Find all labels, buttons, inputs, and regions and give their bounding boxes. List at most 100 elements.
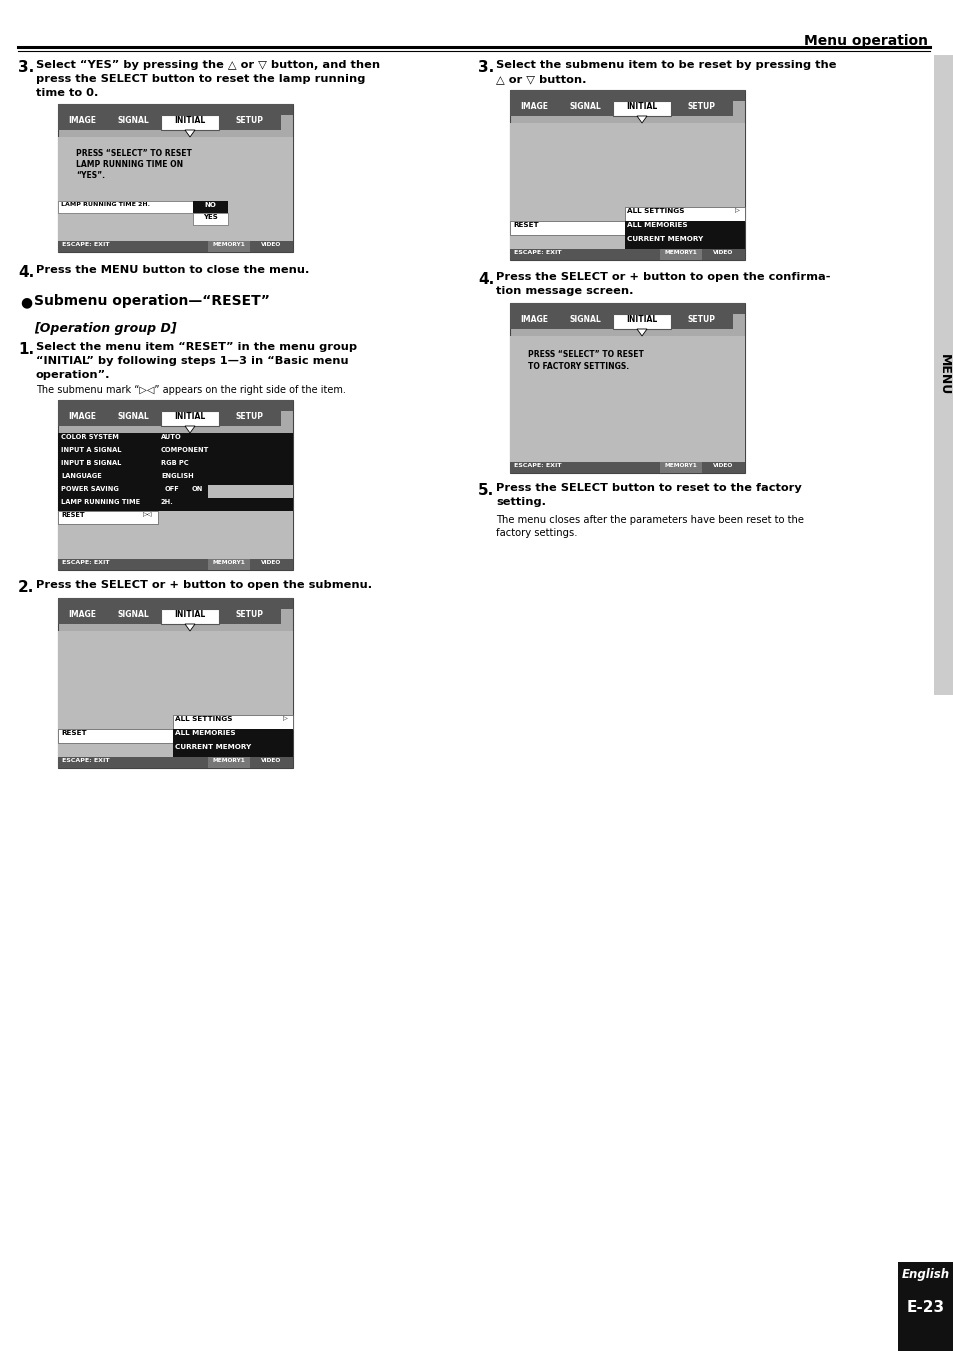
Text: ESCAPE: EXIT: ESCAPE: EXIT	[62, 758, 110, 763]
Text: SIGNAL: SIGNAL	[569, 101, 600, 111]
Bar	[510, 123, 744, 249]
Text: MENU: MENU	[937, 354, 949, 396]
Bar	[158, 446, 293, 459]
Text: VIDEO: VIDEO	[260, 242, 281, 247]
Text: 3.: 3.	[18, 59, 34, 76]
Text: VIDEO: VIDEO	[260, 561, 281, 565]
Bar	[106, 609, 161, 624]
Text: INPUT B SIGNAL: INPUT B SIGNAL	[61, 459, 121, 466]
Bar	[510, 249, 744, 259]
Text: ON: ON	[192, 486, 202, 492]
Bar	[510, 336, 744, 462]
Bar	[58, 400, 293, 411]
Text: OFF: OFF	[165, 486, 179, 492]
Text: MEMORY1: MEMORY1	[213, 758, 245, 763]
Text: ESCAPE: EXIT: ESCAPE: EXIT	[514, 250, 561, 255]
Bar	[510, 462, 744, 473]
Text: “INITIAL” by following steps 1—3 in “Basic menu: “INITIAL” by following steps 1—3 in “Bas…	[36, 357, 348, 366]
Text: RESET: RESET	[61, 512, 85, 517]
Text: ESCAPE: EXIT: ESCAPE: EXIT	[62, 561, 110, 565]
Bar	[58, 631, 293, 757]
Text: ▷: ▷	[283, 716, 288, 721]
Text: Submenu operation—“RESET”: Submenu operation—“RESET”	[34, 295, 270, 308]
Text: INITIAL: INITIAL	[626, 101, 657, 111]
Bar	[161, 115, 219, 130]
Text: RGB PC: RGB PC	[161, 459, 189, 466]
Text: ALL MEMORIES: ALL MEMORIES	[626, 222, 687, 228]
Text: ALL MEMORIES: ALL MEMORIES	[174, 730, 235, 736]
Text: SIGNAL: SIGNAL	[569, 315, 600, 324]
Text: Select “YES” by pressing the △ or ▽ button, and then: Select “YES” by pressing the △ or ▽ butt…	[36, 59, 379, 70]
Text: Select the menu item “RESET” in the menu group: Select the menu item “RESET” in the menu…	[36, 342, 356, 353]
Bar	[250, 559, 293, 570]
Text: IMAGE: IMAGE	[519, 315, 547, 324]
Text: LANGUAGE: LANGUAGE	[61, 473, 102, 480]
Text: Press the MENU button to close the menu.: Press the MENU button to close the menu.	[36, 265, 309, 276]
Bar	[58, 598, 293, 767]
Bar	[158, 471, 293, 485]
Text: LAMP RUNNING TIME: LAMP RUNNING TIME	[61, 499, 140, 505]
Bar	[58, 499, 158, 511]
Text: ESCAPE: EXIT: ESCAPE: EXIT	[514, 463, 561, 467]
Text: IMAGE: IMAGE	[519, 101, 547, 111]
Text: INITIAL: INITIAL	[174, 116, 206, 126]
Bar	[510, 313, 558, 330]
Polygon shape	[185, 426, 194, 434]
Text: ●: ●	[20, 295, 32, 309]
Text: ALL SETTINGS: ALL SETTINGS	[626, 208, 684, 213]
Text: English: English	[901, 1269, 949, 1281]
Bar	[58, 411, 106, 426]
Bar	[670, 313, 732, 330]
Bar	[208, 757, 250, 767]
Bar	[58, 459, 158, 471]
Bar	[670, 101, 732, 116]
Text: VIDEO: VIDEO	[260, 758, 281, 763]
Text: MEMORY1: MEMORY1	[664, 250, 697, 255]
Polygon shape	[637, 116, 646, 123]
Bar	[186, 485, 208, 499]
Bar	[558, 101, 613, 116]
Bar	[250, 757, 293, 767]
Text: ▷: ▷	[734, 208, 739, 213]
Text: RESET: RESET	[61, 730, 87, 736]
Text: YES: YES	[202, 213, 217, 220]
Bar	[58, 104, 293, 253]
Text: △ or ▽ button.: △ or ▽ button.	[496, 74, 586, 84]
Bar	[219, 609, 281, 624]
Bar	[58, 240, 293, 253]
Text: NO: NO	[204, 203, 215, 208]
Polygon shape	[637, 330, 646, 336]
Text: IMAGE: IMAGE	[68, 116, 96, 126]
Bar	[58, 104, 293, 115]
Text: CURRENT MEMORY: CURRENT MEMORY	[626, 236, 702, 242]
Bar	[701, 462, 744, 473]
Text: press the SELECT button to reset the lamp running: press the SELECT button to reset the lam…	[36, 74, 365, 84]
Bar	[58, 609, 106, 624]
Bar	[161, 609, 219, 624]
Bar	[510, 303, 744, 313]
Text: Press the SELECT or + button to open the submenu.: Press the SELECT or + button to open the…	[36, 580, 372, 590]
Text: “YES”.: “YES”.	[76, 172, 105, 180]
Text: time to 0.: time to 0.	[36, 88, 98, 99]
Bar	[158, 485, 186, 499]
Text: 4.: 4.	[18, 265, 34, 280]
Text: Press the SELECT button to reset to the factory: Press the SELECT button to reset to the …	[496, 484, 801, 493]
Text: TO FACTORY SETTINGS.: TO FACTORY SETTINGS.	[527, 362, 628, 372]
Bar	[58, 434, 158, 446]
Text: 4.: 4.	[477, 272, 494, 286]
Bar	[510, 91, 744, 259]
Text: INITIAL: INITIAL	[174, 611, 206, 619]
Bar	[510, 101, 558, 116]
Text: The submenu mark “▷◁” appears on the right side of the item.: The submenu mark “▷◁” appears on the rig…	[36, 385, 346, 394]
Bar	[208, 240, 250, 253]
Bar	[106, 411, 161, 426]
Bar	[613, 313, 670, 330]
Bar	[933, 55, 953, 694]
Text: SETUP: SETUP	[235, 116, 264, 126]
Bar	[106, 115, 161, 130]
Bar	[58, 136, 293, 240]
Bar	[193, 201, 228, 213]
Text: Select the submenu item to be reset by pressing the: Select the submenu item to be reset by p…	[496, 59, 836, 70]
Text: factory settings.: factory settings.	[496, 528, 577, 538]
Bar	[659, 462, 701, 473]
